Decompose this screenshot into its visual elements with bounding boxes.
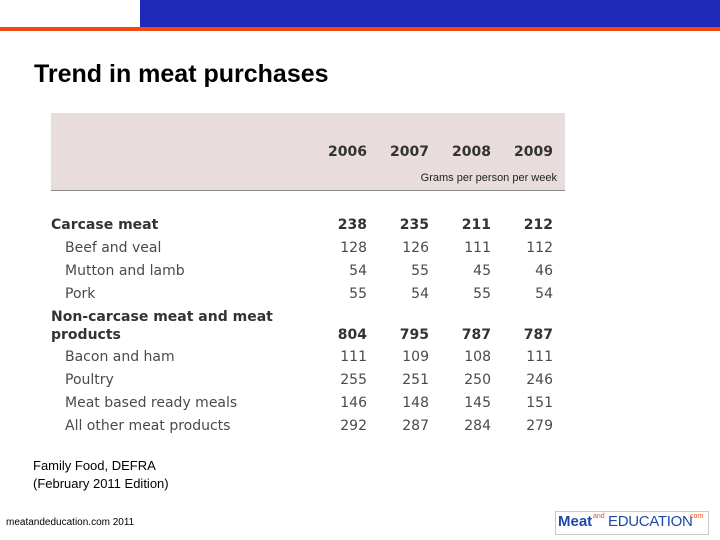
logo-education-text: EDUCATION bbox=[608, 513, 693, 530]
row-value: 787 bbox=[461, 327, 491, 343]
row-label: products bbox=[51, 327, 121, 343]
row-value: 279 bbox=[526, 418, 553, 433]
row-label: Meat based ready meals bbox=[65, 395, 238, 411]
row-value: 128 bbox=[340, 240, 367, 256]
meat-purchases-table: 2006 2007 2008 2009 Grams per person per… bbox=[51, 113, 565, 433]
header-accent-line bbox=[0, 27, 720, 31]
row-value: 284 bbox=[464, 418, 491, 433]
row-value: 212 bbox=[523, 217, 553, 233]
row-value: 54 bbox=[535, 286, 553, 302]
table-row: Pork 55 54 55 54 bbox=[51, 286, 565, 309]
year-header: 2009 bbox=[514, 144, 553, 160]
source-line: Family Food, DEFRA bbox=[33, 458, 156, 473]
row-value: 45 bbox=[473, 263, 491, 279]
row-value: 255 bbox=[340, 372, 367, 388]
row-value: 54 bbox=[411, 286, 429, 302]
row-value: 787 bbox=[523, 327, 553, 343]
row-value: 238 bbox=[337, 217, 367, 233]
row-value: 55 bbox=[473, 286, 491, 302]
row-label: Carcase meat bbox=[51, 217, 159, 233]
table-row: Poultry 255 251 250 246 bbox=[51, 372, 565, 395]
row-value: 126 bbox=[402, 240, 429, 256]
row-value: 148 bbox=[402, 395, 429, 411]
logo-meat-text: Meat bbox=[558, 513, 593, 530]
row-value: 151 bbox=[526, 395, 553, 411]
table-row: Non-carcase meat and meat bbox=[51, 309, 565, 332]
row-label: Bacon and ham bbox=[65, 349, 175, 365]
row-value: 54 bbox=[349, 263, 367, 279]
row-value: 109 bbox=[402, 349, 429, 365]
row-label: Poultry bbox=[65, 372, 114, 388]
row-label: Non-carcase meat and meat bbox=[51, 309, 273, 325]
row-value: 55 bbox=[411, 263, 429, 279]
year-header: 2007 bbox=[390, 144, 429, 160]
table-row: All other meat products 292 287 284 279 bbox=[51, 418, 565, 433]
row-value: 211 bbox=[461, 217, 491, 233]
row-value: 111 bbox=[340, 349, 367, 365]
slide-title: Trend in meat purchases bbox=[34, 60, 329, 88]
table-row: Beef and veal 128 126 111 112 bbox=[51, 240, 565, 263]
logo-and-text: and bbox=[593, 513, 605, 520]
row-value: 145 bbox=[464, 395, 491, 411]
table-row: Bacon and ham 111 109 108 111 bbox=[51, 349, 565, 372]
source-citation: Family Food, DEFRA (February 2011 Editio… bbox=[33, 457, 169, 493]
table-row: products 804 795 787 787 bbox=[51, 327, 565, 350]
row-value: 146 bbox=[340, 395, 367, 411]
table-row: Meat based ready meals 146 148 145 151 bbox=[51, 395, 565, 418]
row-label: Pork bbox=[65, 286, 96, 302]
table-row: Carcase meat 238 235 211 212 bbox=[51, 217, 565, 240]
row-value: 108 bbox=[464, 349, 491, 365]
row-value: 112 bbox=[526, 240, 553, 256]
year-header: 2006 bbox=[328, 144, 367, 160]
row-value: 111 bbox=[526, 349, 553, 365]
row-label: All other meat products bbox=[65, 418, 231, 433]
table-row: Mutton and lamb 54 55 45 46 bbox=[51, 263, 565, 286]
row-value: 795 bbox=[399, 327, 429, 343]
header-band-left bbox=[0, 0, 140, 27]
row-value: 250 bbox=[464, 372, 491, 388]
row-value: 246 bbox=[526, 372, 553, 388]
source-line: (February 2011 Edition) bbox=[33, 476, 169, 491]
row-value: 251 bbox=[402, 372, 429, 388]
year-header: 2008 bbox=[452, 144, 491, 160]
units-label: Grams per person per week bbox=[420, 172, 557, 184]
header-band-blue bbox=[140, 0, 720, 27]
row-value: 292 bbox=[340, 418, 367, 433]
footer-copyright: meatandeducation.com 2011 bbox=[6, 517, 135, 528]
logo-com-text: .com bbox=[688, 513, 704, 520]
row-value: 111 bbox=[464, 240, 491, 256]
table-header: 2006 2007 2008 2009 Grams per person per… bbox=[51, 113, 565, 191]
row-value: 235 bbox=[399, 217, 429, 233]
row-label: Beef and veal bbox=[65, 240, 162, 256]
row-value: 46 bbox=[535, 263, 553, 279]
row-label: Mutton and lamb bbox=[65, 263, 185, 279]
row-value: 287 bbox=[402, 418, 429, 433]
row-value: 55 bbox=[349, 286, 367, 302]
meat-and-education-logo: Meat and EDUCATION .com bbox=[555, 511, 709, 535]
row-value: 804 bbox=[337, 327, 367, 343]
